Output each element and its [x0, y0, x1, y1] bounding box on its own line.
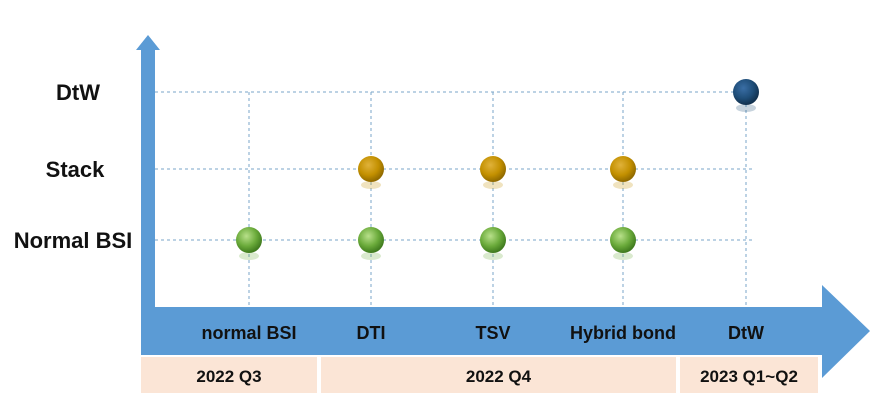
x-item-label-dti: DTI	[357, 323, 386, 343]
period-label-2022-q4: 2022 Q4	[466, 367, 532, 386]
y-level-label-stack: Stack	[46, 157, 105, 182]
point-dtw-dtw	[733, 79, 759, 105]
points	[236, 79, 759, 260]
period-band-2022-q3	[141, 357, 317, 393]
point-tsv-stack	[480, 156, 506, 182]
y-level-label-dtw: DtW	[56, 80, 100, 105]
point-hybrid-bond-normal-bsi	[610, 227, 636, 253]
point-shadow	[361, 181, 381, 189]
grid-lines	[155, 91, 752, 305]
axes	[136, 35, 870, 378]
point-shadow	[361, 252, 381, 260]
x-item-label-hybrid-bond: Hybrid bond	[570, 323, 676, 343]
point-dti-normal-bsi	[358, 227, 384, 253]
period-band-2023-q1-q2	[680, 357, 818, 393]
point-shadow	[736, 104, 756, 112]
point-normal-bsi-normal-bsi	[236, 227, 262, 253]
labels: DtW Stack Normal BSI normal BSI DTI TSV Hybrid…	[14, 80, 798, 386]
point-shadow	[483, 181, 503, 189]
x-item-label-dtw: DtW	[728, 323, 764, 343]
period-band-2022-q4	[321, 357, 676, 393]
point-hybrid-bond-stack	[610, 156, 636, 182]
x-axis-bar	[141, 307, 824, 355]
y-axis-arrowhead	[136, 35, 160, 50]
x-item-label-tsv: TSV	[475, 323, 510, 343]
point-shadow	[613, 181, 633, 189]
point-dti-stack	[358, 156, 384, 182]
point-shadow	[483, 252, 503, 260]
x-item-label-normal-bsi: normal BSI	[201, 323, 296, 343]
point-shadow	[239, 252, 259, 260]
y-axis-bar	[141, 50, 155, 355]
point-tsv-normal-bsi	[480, 227, 506, 253]
x-axis-arrowhead	[822, 285, 870, 378]
point-shadow	[613, 252, 633, 260]
period-label-2023-q1-q2: 2023 Q1~Q2	[700, 367, 798, 386]
y-level-label-normal-bsi: Normal BSI	[14, 228, 133, 253]
period-bands	[141, 357, 818, 393]
period-label-2022-q3: 2022 Q3	[196, 367, 261, 386]
